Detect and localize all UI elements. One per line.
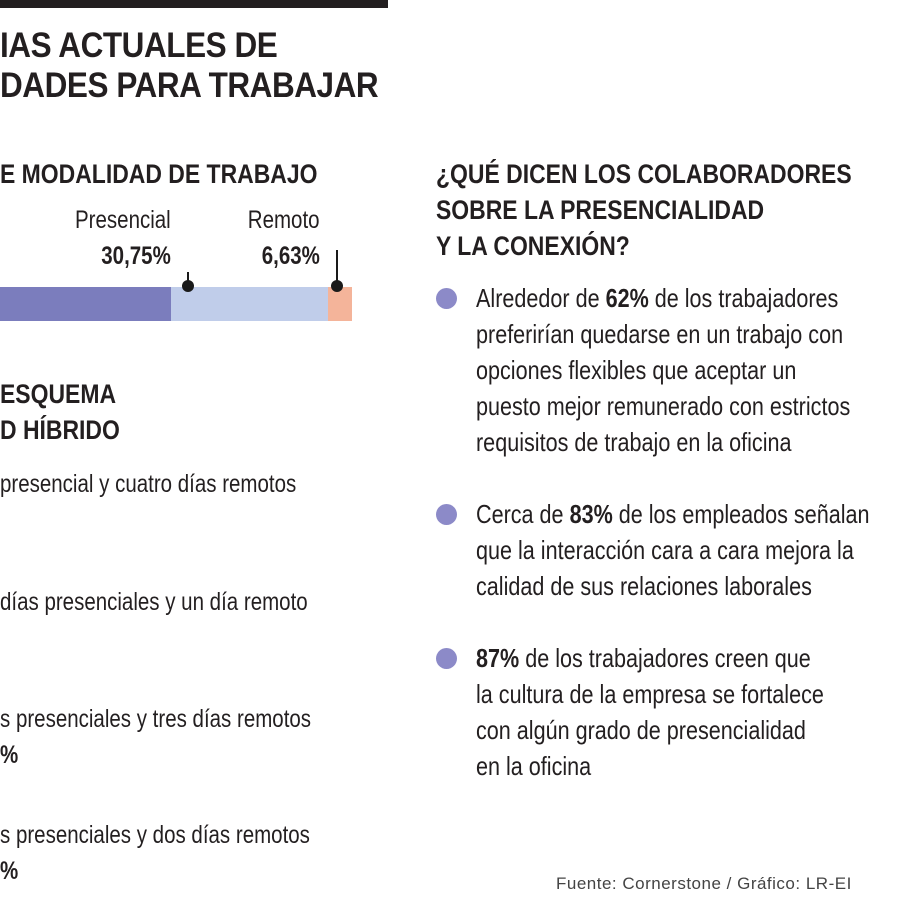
remoto-value: 6,63% <box>261 242 320 270</box>
modalidad-heading: E MODALIDAD DE TRABAJO <box>0 159 318 189</box>
colaboradores-heading-line1: ¿QUÉ DICEN LOS COLABORADORES <box>436 159 852 189</box>
colaboradores-heading-line2: SOBRE LA PRESENCIALIDAD <box>436 195 765 225</box>
esquema-item-text: presencial y cuatro días remotos <box>0 470 297 498</box>
colaboradores-heading-line3: Y LA CONEXIÓN? <box>436 231 630 261</box>
remoto-leader-line <box>336 250 338 286</box>
bullet-line-text: de los trabajadores creen que <box>519 643 811 673</box>
bullet-line: puesto mejor remunerado con estrictos <box>476 391 851 421</box>
bullet-line: la cultura de la empresa se fortalece <box>476 679 824 709</box>
presencial-label: Presencial <box>75 206 171 234</box>
presencial-marker-dot <box>182 280 194 292</box>
bullet-line: en la oficina <box>476 751 592 781</box>
bullet-line: calidad de sus relaciones laborales <box>476 571 812 601</box>
presencial-value: 30,75% <box>101 242 171 270</box>
bullet-line: preferirían quedarse en un trabajo con <box>476 319 844 349</box>
colaboradores-bullet-62: Alrededor de 62% de los trabajadores pre… <box>476 280 850 460</box>
source-credit: Fuente: Cornerstone / Gráfico: LR-EI <box>556 874 852 893</box>
esquema-heading-line2: D HÍBRIDO <box>0 415 120 445</box>
presencial-leader-line <box>187 272 189 286</box>
bullet-pre: Alrededor de <box>476 283 606 313</box>
bullet-line: requisitos de trabajo en la oficina <box>476 427 792 457</box>
bullet-line-text: de los trabajadores <box>648 283 839 313</box>
remoto-marker-dot <box>331 280 343 292</box>
bar-segment-hibrido <box>0 287 171 321</box>
esquema-item-text: s presenciales y dos días remotos <box>0 821 310 849</box>
esquema-heading-line1: ESQUEMA <box>0 379 117 409</box>
esquema-item-text: días presenciales y un día remoto <box>0 588 308 616</box>
bullet-dot-icon <box>436 648 457 669</box>
esquema-item-pct: % <box>0 857 19 885</box>
page-title-line1: IAS ACTUALES DE <box>0 26 278 65</box>
colaboradores-bullet-83: Cerca de 83% de los empleados señalan qu… <box>476 496 870 604</box>
top-rule <box>0 0 388 8</box>
bullet-line: que la interacción cara a cara mejora la <box>476 535 854 565</box>
bar-segment-remoto <box>328 287 352 321</box>
esquema-item-text: s presenciales y tres días remotos <box>0 705 312 733</box>
bullet-line: con algún grado de presencialidad <box>476 715 806 745</box>
bullet-line: 87% de los trabajadores creen que <box>476 640 824 676</box>
bullet-strong: 62% <box>605 283 649 313</box>
page-title-line2: DADES PARA TRABAJAR <box>0 66 379 105</box>
bullet-line: Cerca de 83% de los empleados señalan <box>476 496 870 532</box>
bullet-pre: Cerca de <box>476 499 570 529</box>
bullet-strong: 87% <box>476 643 520 673</box>
remoto-label: Remoto <box>248 206 320 234</box>
bullet-dot-icon <box>436 504 457 525</box>
bullet-strong: 83% <box>569 499 613 529</box>
colaboradores-bullet-87: 87% de los trabajadores creen que la cul… <box>476 640 824 784</box>
bar-segment-presencial <box>171 287 328 321</box>
bullet-line-text: de los empleados señalan <box>612 499 870 529</box>
esquema-item-pct: % <box>0 741 19 769</box>
bullet-line: Alrededor de 62% de los trabajadores <box>476 280 850 316</box>
bullet-dot-icon <box>436 288 457 309</box>
bullet-line: opciones flexibles que aceptar un <box>476 355 797 385</box>
